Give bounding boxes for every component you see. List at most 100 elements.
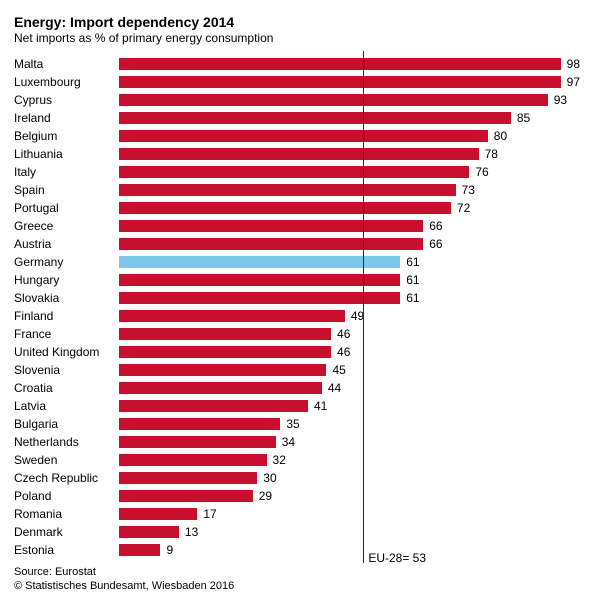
bar-label: Portugal (14, 202, 119, 214)
bar-area: 46 (119, 343, 580, 361)
bar-row: Czech Republic30 (14, 469, 580, 487)
bar-area: 9 (119, 541, 580, 559)
bar-value: 76 (475, 166, 488, 178)
bar-row: Finland49 (14, 307, 580, 325)
bar-row: Poland 29 (14, 487, 580, 505)
bar-area: 44 (119, 379, 580, 397)
bar-area: 13 (119, 523, 580, 541)
bar-area: 66 (119, 235, 580, 253)
bar-area: 80 (119, 127, 580, 145)
bar (119, 472, 257, 484)
bar-area: 45 (119, 361, 580, 379)
bar (119, 166, 469, 178)
bar-label: Netherlands (14, 436, 119, 448)
bar-label: Spain (14, 184, 119, 196)
bar-row: Slovenia45 (14, 361, 580, 379)
bar-label: Croatia (14, 382, 119, 394)
bar-row: Estonia9 (14, 541, 580, 559)
bar-row: Portugal 72 (14, 199, 580, 217)
bar-value: 61 (406, 274, 419, 286)
bar (119, 274, 400, 286)
bar-area: 73 (119, 181, 580, 199)
bar-label: Poland (14, 490, 119, 502)
bar (119, 292, 400, 304)
bar-area: 93 (119, 91, 580, 109)
bar-row: Italy 76 (14, 163, 580, 181)
bar-label: Belgium (14, 130, 119, 142)
bar-row: Ireland85 (14, 109, 580, 127)
bar-area: 17 (119, 505, 580, 523)
bar-row: Romania17 (14, 505, 580, 523)
chart-source: Source: Eurostat (14, 565, 580, 579)
bar-area: 35 (119, 415, 580, 433)
bar-label: Latvia (14, 400, 119, 412)
bar-row: Netherlands 34 (14, 433, 580, 451)
bar-label: Cyprus (14, 94, 119, 106)
chart-title: Energy: Import dependency 2014 (14, 14, 580, 31)
bar-area: 66 (119, 217, 580, 235)
bar (119, 148, 479, 160)
bar-value: 35 (286, 418, 299, 430)
bar (119, 202, 451, 214)
bar-value: 66 (429, 220, 442, 232)
bar (119, 454, 267, 466)
bar-label: Slovenia (14, 364, 119, 376)
bar-value: 32 (273, 454, 286, 466)
bar (119, 490, 253, 502)
bar (119, 382, 322, 394)
bar-area: 78 (119, 145, 580, 163)
bar-row: Austria66 (14, 235, 580, 253)
bar-label: Malta (14, 58, 119, 70)
bar-value: 49 (351, 310, 364, 322)
bar (119, 310, 345, 322)
bar-value: 34 (282, 436, 295, 448)
bar-label: Ireland (14, 112, 119, 124)
bar-row: Bulgaria35 (14, 415, 580, 433)
bar-row: Latvia 41 (14, 397, 580, 415)
bar-value: 78 (485, 148, 498, 160)
chart-container: Energy: Import dependency 2014 Net impor… (0, 0, 600, 600)
bar-row: Hungary61 (14, 271, 580, 289)
bar-row: Malta98 (14, 55, 580, 73)
bar (119, 220, 423, 232)
bar-value: 29 (259, 490, 272, 502)
bar-area: 29 (119, 487, 580, 505)
bar-value: 46 (337, 328, 350, 340)
bar-area: 46 (119, 325, 580, 343)
bar-value: 72 (457, 202, 470, 214)
bar-label: Germany (14, 256, 119, 268)
bar-value: 66 (429, 238, 442, 250)
bar-row: United Kingdom46 (14, 343, 580, 361)
bar (119, 238, 423, 250)
bar-label: Greece (14, 220, 119, 232)
bar-label: France (14, 328, 119, 340)
bar-row: France 46 (14, 325, 580, 343)
bar (119, 400, 308, 412)
chart-copyright: © Statistisches Bundesamt, Wiesbaden 201… (14, 579, 580, 593)
bar-row: Spain73 (14, 181, 580, 199)
bar-area: 61 (119, 289, 580, 307)
bar-area: 76 (119, 163, 580, 181)
bar-label: Estonia (14, 544, 119, 556)
chart-subtitle: Net imports as % of primary energy consu… (14, 31, 580, 45)
bar-value: 44 (328, 382, 341, 394)
bar (119, 58, 561, 70)
bar-area: 98 (119, 55, 580, 73)
bar-value: 61 (406, 256, 419, 268)
bar (119, 76, 561, 88)
bar-area: 41 (119, 397, 580, 415)
bar (119, 328, 331, 340)
bar-label: Italy (14, 166, 119, 178)
bar-row: Lithuania 78 (14, 145, 580, 163)
bar-area: 85 (119, 109, 580, 127)
bar (119, 526, 179, 538)
bar-area: 32 (119, 451, 580, 469)
bar-value: 17 (203, 508, 216, 520)
bar-area: 61 (119, 271, 580, 289)
bar-area: 72 (119, 199, 580, 217)
bar (119, 418, 280, 430)
bar-value: 41 (314, 400, 327, 412)
bar-value: 61 (406, 292, 419, 304)
bar-label: United Kingdom (14, 346, 119, 358)
bar-label: Lithuania (14, 148, 119, 160)
